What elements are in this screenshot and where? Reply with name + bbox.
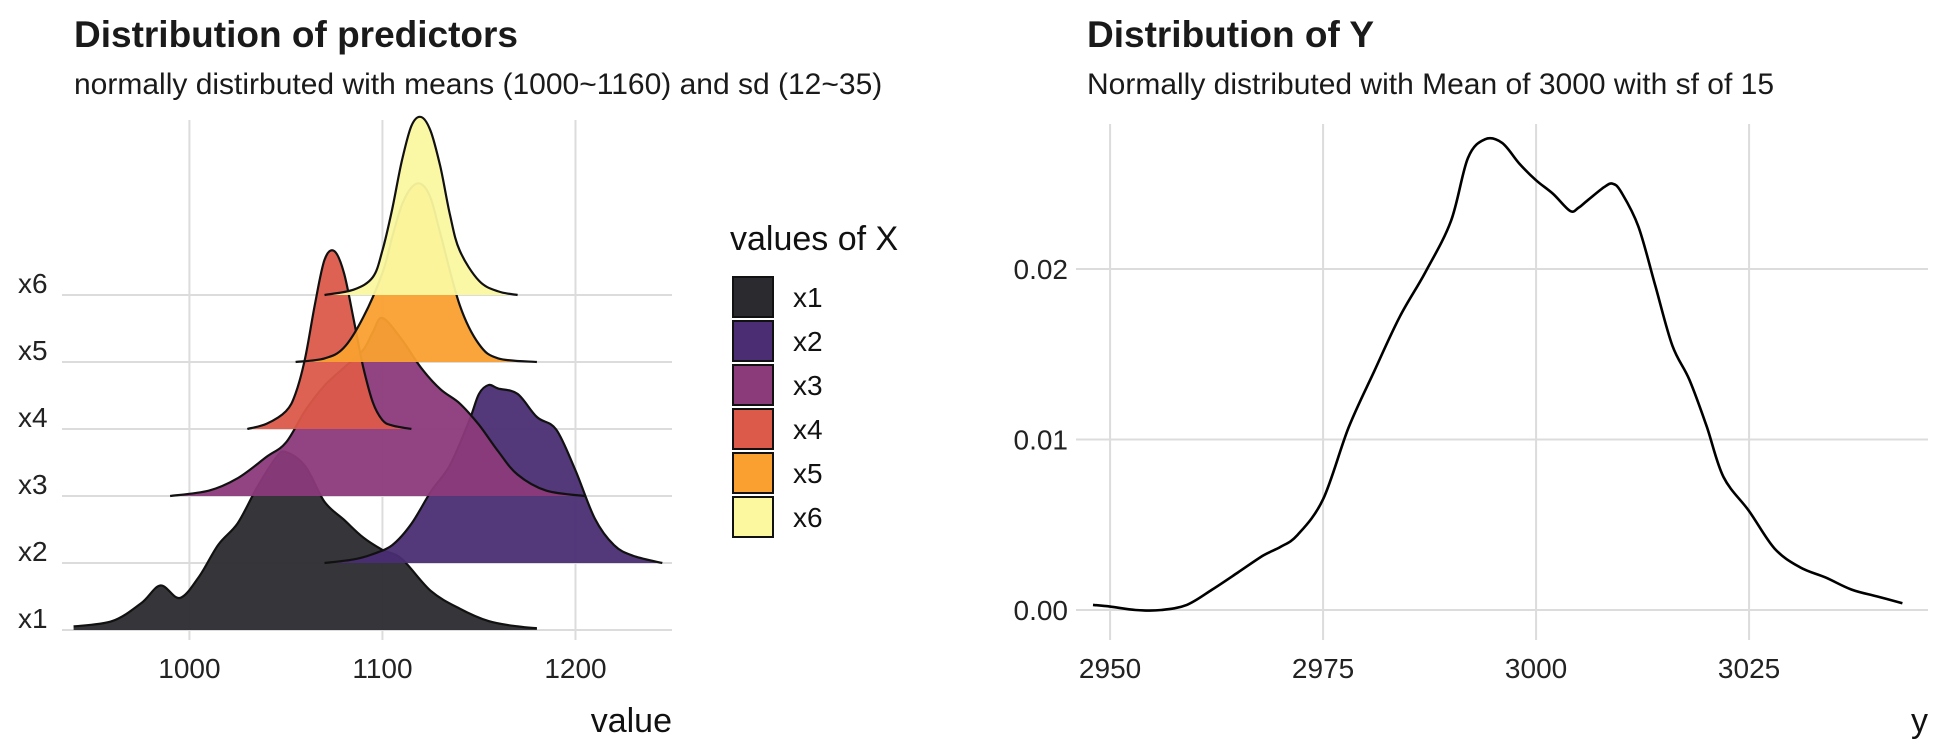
y-tick-label: x6 [18,268,48,299]
ridge-line-x2 [324,383,663,565]
x-tick-label: 1000 [158,653,220,684]
legend-label-x4: x4 [793,414,823,445]
legend-swatch-x3 [732,364,774,406]
legend: values of X x1 x2 x3 x4 x5 x6 [730,220,898,538]
y-tick-label: x2 [18,536,48,567]
right-chart-subtitle: Normally distributed with Mean of 3000 w… [1087,68,1774,101]
y-tick-label: x3 [18,469,48,500]
ridge-line-x4 [247,249,412,431]
y-tick-label: 0.00 [1014,595,1069,626]
legend-swatch-x5 [732,452,774,494]
legend-label-x2: x2 [793,326,823,357]
x-axis-title: y [1911,702,1928,740]
right-axis: 0.00 0.01 0.02 2950 2975 3000 3025 y [1014,254,1929,740]
legend-label-x1: x1 [793,282,823,313]
density-line [1092,136,1903,612]
left-chart-subtitle: normally distirbuted with means (1000~11… [74,68,883,101]
right-grid [1076,124,1928,640]
left-axis: x1 x2 x3 x4 x5 x6 1000 1100 1200 value [18,268,672,740]
legend-label-x3: x3 [793,370,823,401]
right-line [1092,136,1903,612]
right-chart-title: Distribution of Y [1087,14,1375,55]
x-tick-label: 1200 [544,653,606,684]
ridge-fill-x4 [247,250,412,429]
x-tick-label: 2975 [1292,653,1354,684]
x-tick-label: 3000 [1505,653,1567,684]
ridge-line-x6 [324,115,518,297]
left-chart-title: Distribution of predictors [74,14,518,55]
ridge-fill-x3 [170,317,586,496]
ridge-fill-x1 [73,451,537,630]
y-tick-label: 0.02 [1014,254,1069,285]
legend-title: values of X [730,220,898,258]
legend-label-x6: x6 [793,502,823,533]
x-tick-label: 3025 [1718,653,1780,684]
ridge-fill-x6 [324,116,518,295]
legend-swatch-x4 [732,408,774,450]
x-axis-title: value [591,702,672,740]
y-tick-label: 0.01 [1014,424,1069,455]
legend-swatch-x6 [732,496,774,538]
legend-swatch-x2 [732,320,774,362]
y-tick-label: x5 [18,335,48,366]
legend-label-x5: x5 [793,458,823,489]
y-tick-label: x4 [18,402,48,433]
x-tick-label: 1100 [352,653,412,684]
legend-swatch-x1 [732,276,774,318]
left-ridges [73,115,663,630]
x-tick-label: 2950 [1079,653,1141,684]
y-tick-label: x1 [18,603,48,634]
